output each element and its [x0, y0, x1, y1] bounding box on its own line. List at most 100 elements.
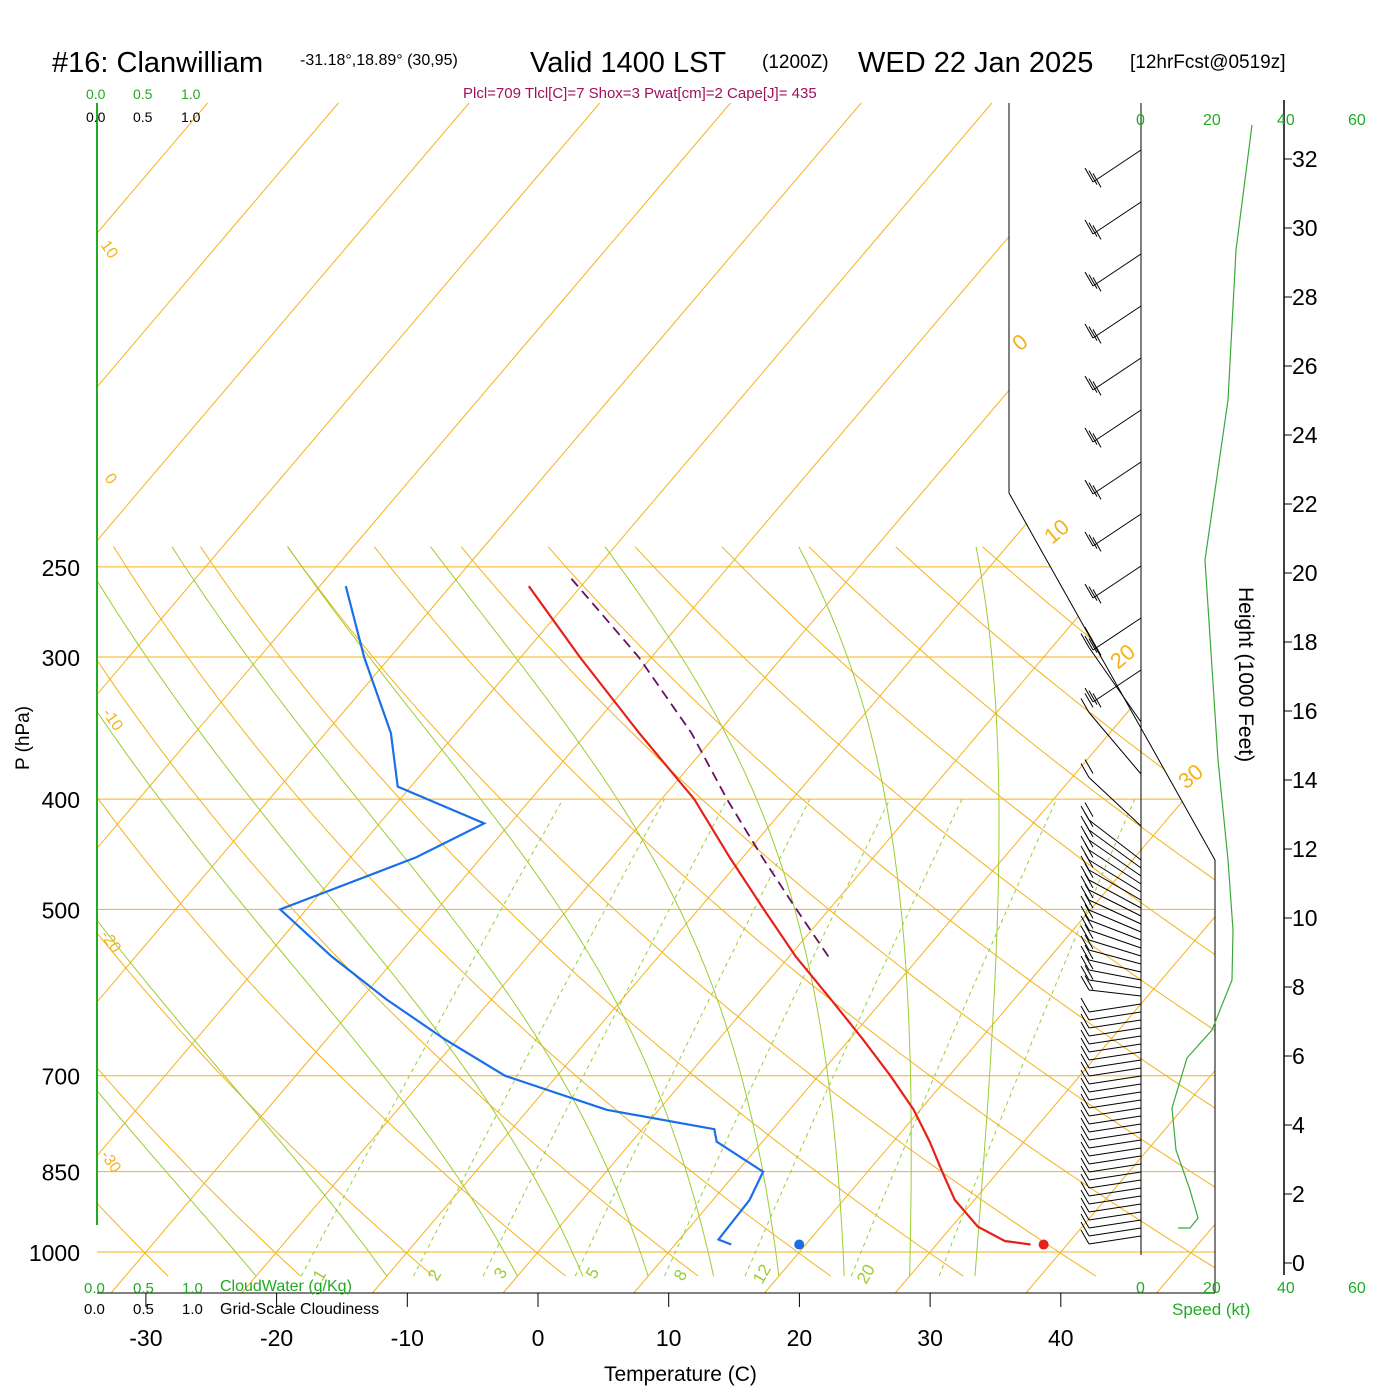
moist-adiabat-label: 10	[1039, 514, 1074, 549]
moist-adiabat-line	[97, 546, 257, 1277]
wind-barb	[1080, 924, 1142, 957]
wind-barb	[1080, 1013, 1142, 1029]
valid-time: Valid 1400 LST	[530, 47, 726, 79]
forecast-date: WED 22 Jan 2025	[858, 47, 1093, 79]
dewpoint-line	[278, 585, 765, 1246]
wind-barb-flag	[1080, 1221, 1090, 1237]
isotherm-line	[110, 103, 1123, 1293]
speed-tick-bottom: 0	[1136, 1280, 1145, 1297]
wind-barb	[1080, 975, 1142, 997]
wind-barb-shaft	[1088, 1155, 1142, 1165]
wind-barb-shaft	[1088, 959, 1142, 973]
temperature-tick-label: 40	[1048, 1325, 1074, 1351]
wind-barb-shaft	[1088, 1211, 1142, 1221]
mixing-ratio-line	[574, 798, 811, 1277]
dry-adiabat-label: 0	[101, 471, 120, 488]
wind-barb-shaft	[1088, 919, 1142, 941]
wind-barb	[1080, 1197, 1142, 1213]
wind-barb-shaft	[1088, 1059, 1142, 1069]
dry-adiabat-line	[97, 546, 301, 1277]
wind-barb-flag	[1080, 633, 1090, 648]
height-tick-label: 14	[1292, 767, 1318, 793]
wind-barb-flag	[1080, 1173, 1090, 1189]
isotherm-line	[97, 103, 209, 1293]
cloudwater-tick-top: 0.0	[86, 86, 106, 102]
wind-barb-flag	[1088, 586, 1098, 601]
wind-barb-flag	[1080, 763, 1090, 778]
wind-barb-shaft	[1088, 939, 1142, 957]
wind-barb-flag	[1080, 945, 1090, 961]
height-tick-label: 24	[1292, 422, 1318, 448]
wind-barb-shaft	[1088, 819, 1142, 861]
dry-adiabat-line	[547, 546, 1215, 1277]
wind-barb-flag	[1084, 853, 1094, 868]
wind-barb-shaft	[1088, 859, 1142, 893]
wind-barb-flag	[1080, 935, 1090, 951]
wind-barb	[1080, 883, 1142, 925]
wind-barb-shaft	[1092, 357, 1142, 391]
wind-barb	[1080, 1077, 1142, 1093]
wind-barb	[1080, 1085, 1142, 1101]
thermo-grid	[97, 103, 1400, 1293]
height-tick-label: 0	[1292, 1250, 1305, 1276]
wind-barb-shaft	[1088, 1115, 1142, 1125]
moist-adiabat-line	[171, 546, 649, 1277]
wind-barb-flag	[1080, 1149, 1090, 1165]
wind-barb-flag	[1084, 822, 1094, 838]
wind-barb	[1080, 1173, 1142, 1189]
surface-temperature-dot	[1038, 1239, 1049, 1250]
wind-barb	[1084, 305, 1142, 344]
temperature-tick-label: 0	[532, 1325, 545, 1351]
moist-adiabat-line	[604, 546, 845, 1277]
wind-barb-shaft	[1092, 409, 1142, 443]
station-title: #16: Clanwilliam	[52, 47, 263, 79]
mixing-ratio-label: 12	[749, 1261, 775, 1287]
wind-barb-flag	[1084, 693, 1094, 708]
isotherm-line	[97, 103, 993, 1293]
isotherm-line	[1156, 103, 1215, 1293]
isotherm-line	[894, 103, 1215, 1293]
wind-barb-flag	[1080, 1213, 1090, 1229]
wind-barb-shaft	[1088, 1011, 1142, 1021]
wind-barb-flag	[1092, 537, 1102, 552]
wind-barb-shaft	[1088, 1043, 1142, 1053]
wind-barb-shaft	[1088, 1067, 1142, 1077]
wind-barb-flag	[1084, 531, 1094, 547]
dry-adiabat-line	[808, 546, 1215, 1277]
wind-barb-flag	[1088, 326, 1098, 341]
wind-barb	[1080, 1061, 1142, 1077]
dry-adiabat-line	[1243, 547, 1400, 1276]
profiles	[278, 576, 1031, 1246]
wind-barb-shaft	[1088, 869, 1142, 901]
wind-barb	[1080, 1125, 1142, 1141]
wind-barb-shaft	[1088, 1083, 1142, 1093]
wind-barb	[1080, 1045, 1142, 1061]
wind-barb-shaft	[1088, 1227, 1142, 1237]
dry-adiabat-line	[634, 546, 1215, 1277]
cloudwater-tick-bottom: 0.0	[84, 1280, 105, 1297]
wind-barb-flag	[1084, 873, 1094, 889]
moist-adiabat-label: 0	[1007, 329, 1032, 356]
wind-barb-flag	[1080, 1061, 1090, 1077]
mixing-ratio-label: 5	[582, 1264, 603, 1282]
wind-barb-shaft	[1088, 979, 1142, 989]
wind-barb-flag	[1080, 1029, 1090, 1045]
wind-barb-flag	[1080, 885, 1090, 901]
dry-adiabat-line	[721, 546, 1215, 1277]
isotherm-line	[97, 103, 731, 1293]
wind-barb	[1084, 565, 1142, 604]
wind-barb-flag	[1084, 479, 1094, 495]
isotherm-line	[764, 103, 1215, 1293]
wind-barb-flag	[1084, 812, 1094, 828]
wind-barb	[1080, 1181, 1142, 1197]
wind-barb	[1080, 1165, 1142, 1181]
isotherm-line	[97, 103, 339, 1293]
moist-adiabat-line	[97, 546, 584, 1277]
moist-adiabat-line	[430, 546, 780, 1277]
wind-barb-flag	[1084, 635, 1094, 651]
wind-barb-shaft	[1088, 839, 1142, 877]
wind-barb-shaft	[1092, 149, 1142, 183]
pressure-tick-label: 300	[42, 645, 80, 671]
dry-adiabat-line	[286, 546, 1097, 1277]
